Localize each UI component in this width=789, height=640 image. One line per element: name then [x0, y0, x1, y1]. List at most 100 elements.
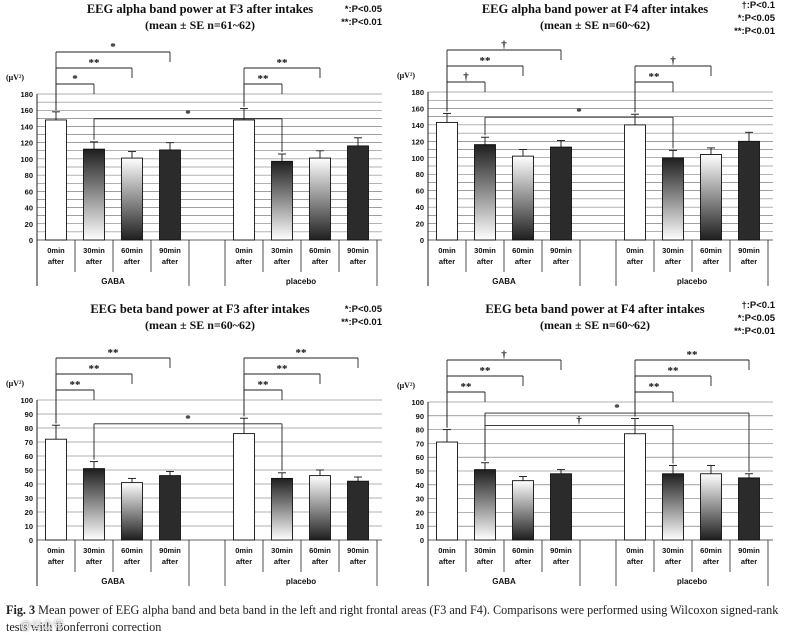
category-label: after: [48, 257, 64, 266]
category-label: after: [665, 557, 681, 566]
significance-label: **: [480, 55, 492, 67]
y-tick-label: 30: [416, 495, 424, 504]
y-axis-label: (μV²): [397, 381, 415, 390]
bar: [738, 140, 760, 241]
category-label: after: [665, 257, 681, 266]
category-label: after: [703, 257, 719, 266]
chart-panel-3: EEG beta band power at F3 after intakes (…: [6, 302, 383, 586]
y-tick-label: 90: [25, 410, 33, 419]
significance-label: **: [296, 347, 308, 359]
category-label: after: [439, 257, 455, 266]
y-tick-label: 140: [411, 121, 424, 130]
category-label: after: [627, 257, 643, 266]
category-label: 90min: [159, 546, 181, 555]
category-label: 60min: [700, 546, 722, 555]
bar: [624, 124, 646, 241]
significance-label: †: [576, 414, 582, 426]
category-label: after: [350, 257, 366, 266]
bar: [309, 475, 331, 541]
y-axis-label: (μV²): [397, 71, 415, 80]
y-tick-label: 100: [411, 154, 424, 163]
category-label: 90min: [550, 546, 572, 555]
legend-entry: **:P<0.01: [341, 17, 383, 28]
legend-entry: **:P<0.01: [734, 326, 776, 337]
legend-entry: *:P<0.05: [738, 313, 776, 324]
category-label: 90min: [347, 546, 369, 555]
bar: [159, 149, 181, 241]
y-tick-label: 80: [25, 171, 33, 180]
category-label: 0min: [626, 246, 644, 255]
y-tick-label: 160: [20, 106, 33, 115]
y-tick-label: 140: [20, 122, 33, 131]
y-axis-label: (μV²): [6, 73, 24, 82]
category-label: after: [477, 557, 493, 566]
legend-entry: *:P<0.05: [738, 13, 776, 24]
category-label: 0min: [438, 246, 456, 255]
bar: [700, 473, 722, 541]
bar: [474, 144, 496, 241]
category-label: 30min: [271, 246, 293, 255]
chart-subtitle: (mean ± SE n=60~62): [145, 318, 255, 332]
category-label: 30min: [83, 246, 105, 255]
category-label: 60min: [309, 246, 331, 255]
bar: [550, 473, 572, 541]
legend-entry: *:P<0.05: [345, 304, 383, 315]
category-label: 60min: [121, 546, 143, 555]
figure-caption: Fig. 3 Mean power of EEG alpha band and …: [6, 602, 786, 636]
chart-title: EEG alpha band power at F4 after intakes: [482, 2, 708, 16]
category-label: after: [124, 257, 140, 266]
category-label: after: [162, 257, 178, 266]
bar: [271, 160, 293, 241]
bar: [271, 477, 293, 541]
y-tick-label: 70: [416, 439, 424, 448]
significance-label: **: [480, 365, 492, 377]
bar: [738, 477, 760, 541]
category-label: 30min: [662, 246, 684, 255]
category-label: 60min: [309, 546, 331, 555]
bar: [233, 433, 255, 541]
y-tick-label: 120: [20, 139, 33, 148]
category-label: 60min: [121, 246, 143, 255]
significance-label: †: [501, 39, 507, 51]
significance-label: *: [185, 413, 191, 425]
y-tick-label: 100: [20, 155, 33, 164]
y-tick-label: 120: [411, 137, 424, 146]
chart-panel-2: EEG alpha band power at F4 after intakes…: [397, 0, 776, 286]
category-label: 0min: [438, 546, 456, 555]
category-label: after: [439, 557, 455, 566]
y-tick-label: 20: [416, 508, 424, 517]
significance-label: *: [576, 106, 582, 118]
significance-label: **: [668, 365, 680, 377]
y-tick-label: 20: [25, 508, 33, 517]
bar: [45, 438, 67, 541]
group-label: placebo: [677, 277, 707, 286]
group-label: placebo: [286, 277, 316, 286]
category-label: after: [86, 557, 102, 566]
significance-label: *: [110, 41, 116, 53]
group-label: GABA: [101, 277, 125, 286]
category-label: 60min: [512, 546, 534, 555]
category-label: after: [703, 557, 719, 566]
category-label: after: [741, 257, 757, 266]
category-label: after: [312, 557, 328, 566]
category-label: after: [477, 257, 493, 266]
category-label: 0min: [47, 246, 65, 255]
category-label: 30min: [271, 546, 293, 555]
y-tick-label: 40: [416, 481, 424, 490]
category-label: 90min: [738, 246, 760, 255]
significance-label: **: [277, 363, 289, 375]
y-tick-label: 30: [25, 494, 33, 503]
y-tick-label: 160: [411, 104, 424, 113]
category-label: after: [741, 557, 757, 566]
y-tick-label: 20: [25, 220, 33, 229]
legend-entry: **:P<0.01: [341, 317, 383, 328]
bar: [233, 119, 255, 241]
category-label: after: [48, 557, 64, 566]
legend-entry: †:P<0.1: [741, 300, 775, 311]
category-label: 30min: [474, 546, 496, 555]
significance-label: †: [670, 55, 676, 67]
chart-subtitle: (mean ± SE n=60~62): [540, 318, 650, 332]
bar: [159, 475, 181, 541]
category-label: after: [553, 557, 569, 566]
